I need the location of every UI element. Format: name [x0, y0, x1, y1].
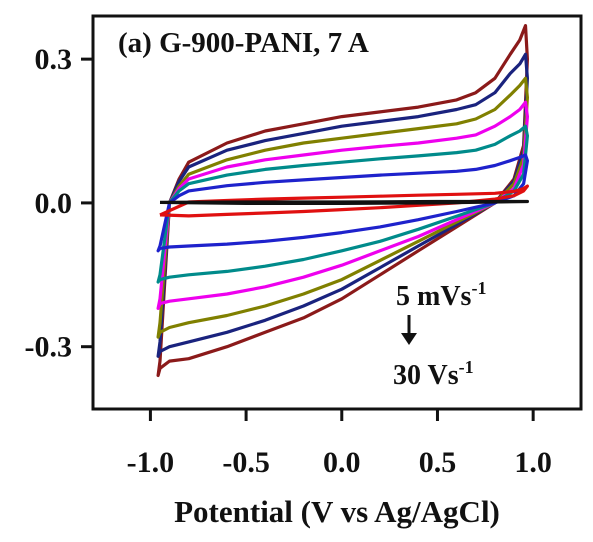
series-layer: [156, 24, 530, 378]
cv-curve-3: [156, 76, 530, 339]
x-tick-label: 1.0: [514, 446, 552, 479]
cv-curve-6: [156, 153, 530, 253]
annotation-to: 30 Vs-1: [393, 357, 474, 391]
annotation-to-text: 30 Vs: [393, 360, 459, 391]
cv-curve-7: [159, 184, 530, 218]
labels-layer: -1.0 -0.5 0.0 0.5 1.0 -0.3 0.0 0.3: [25, 43, 552, 479]
x-axis-title: Potential (V vs Ag/AgCl): [174, 494, 500, 529]
annotation-from-sup: -1: [471, 278, 486, 298]
cv-curve-2: [156, 52, 530, 358]
cv-curve-4: [156, 100, 530, 310]
ticks-layer: [81, 57, 535, 421]
annotation-arrow: [401, 315, 417, 345]
cv-curve-1: [156, 24, 530, 378]
cv-curve-8: [159, 199, 530, 205]
annotation-to-sup: -1: [459, 357, 474, 377]
annotation-from-text: 5 mVs: [396, 281, 472, 312]
x-tick-label: 0.5: [419, 446, 457, 479]
y-tick-label: 0.3: [35, 43, 73, 76]
chart-title: (a) G-900-PANI, 7 A: [118, 27, 369, 59]
x-tick-label: -0.5: [222, 446, 270, 479]
annotation-from: 5 mVs-1: [396, 278, 486, 312]
x-tick-label: 0.0: [323, 446, 361, 479]
y-tick-label: -0.3: [25, 331, 73, 364]
x-tick-label: -1.0: [127, 446, 175, 479]
cv-curve-5: [156, 124, 530, 284]
plot-frame: [91, 14, 583, 411]
y-tick-label: 0.0: [35, 187, 73, 220]
